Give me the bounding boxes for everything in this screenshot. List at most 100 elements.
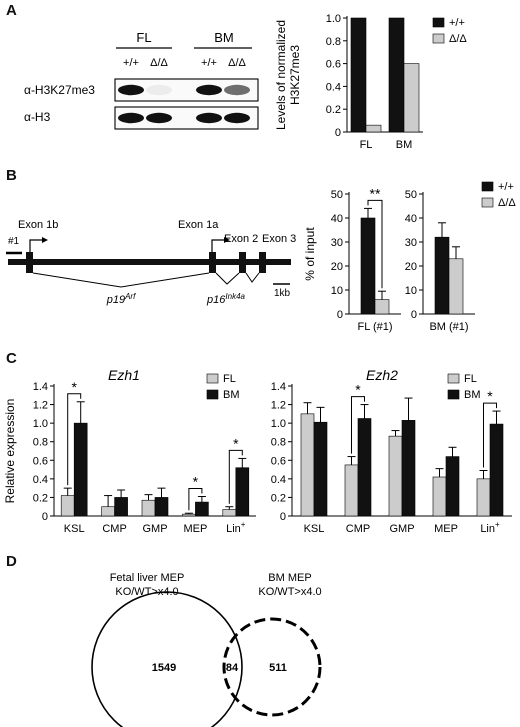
venn-overlap-count: 84	[226, 662, 239, 674]
chart-b2-xtick-label: BM (#1)	[429, 321, 468, 333]
exon-1b-block	[26, 252, 33, 273]
chart-c2-legend-swatch-fl	[447, 373, 460, 384]
chart-b1-sig-label-fl-1: **	[370, 185, 381, 201]
locus-line	[8, 259, 291, 265]
chart-b2-ytick-label: 50	[405, 189, 417, 201]
chart-b2-bar-x-bm-1	[434, 236, 450, 315]
chart-c1-bar-fl-gmp	[141, 499, 156, 517]
blot-lane-3: +/+	[201, 57, 217, 69]
blot-band-row1-lane1	[118, 84, 144, 96]
exon-2-block	[239, 252, 246, 273]
blot-band-row2-lane4	[224, 112, 250, 124]
chart-a-bar-x-bm	[388, 17, 405, 133]
chart-c2-bar-bm-ksl	[313, 421, 328, 517]
chart-b1-ylabel: % of input	[303, 227, 317, 281]
exon-1b-tss-arrow	[29, 239, 42, 252]
chart-h3k27me3-levels: 0 0.2 0.4 0.6 0.8 1.0 FL BM Levels of normalized…	[274, 13, 467, 151]
p16ink4a-splice-2	[245, 272, 260, 283]
chart-c2-ytick-label: 1.0	[271, 418, 286, 430]
chart-c2-bar-fl-mep	[432, 476, 447, 517]
chart-chip-fl: 0 10 20 30 40 50 FL (#1) % of input **	[303, 185, 401, 333]
chart-b2-legend-swatch-x	[481, 197, 494, 208]
chart-c2-legend-label-fl: FL	[464, 373, 477, 385]
chart-a-xtick-label: BM	[396, 139, 413, 151]
exon-3-label: Exon 3	[262, 233, 296, 245]
exon-1a-label: Exon 1a	[178, 219, 219, 231]
chart-a-bar-x-fl	[350, 17, 367, 133]
chart-c1-xtick-label: CMP	[102, 523, 126, 535]
chart-a-legend-swatch-x	[432, 33, 445, 44]
blot-group-bm: BM	[214, 30, 234, 45]
chart-c1-legend-label-bm: BM	[223, 389, 240, 401]
chart-c1-bar-fl-lin	[222, 509, 237, 517]
western-blot: FL BM +/+ Δ/Δ +/+ Δ/Δ α-H3K27me3 α-H3	[24, 30, 259, 130]
chart-b1-ytick-label: 50	[331, 189, 343, 201]
chart-c1-ytick-label: 0.8	[33, 437, 48, 449]
exon-1a-tss-arrow	[211, 239, 224, 252]
chart-b2-legend-swatch-x	[481, 181, 494, 192]
chart-a-bar-x-bm	[403, 63, 420, 133]
chart-b2-ytick-label: 20	[405, 261, 417, 273]
chart-c1-xtick-label: GMP	[142, 523, 167, 535]
chart-b2-ytick-label: 10	[405, 285, 417, 297]
chart-c2-title: Ezh2	[366, 367, 398, 383]
chart-c1-bar-fl-mep	[182, 513, 196, 517]
chart-c2-bar-fl-cmp	[344, 464, 359, 517]
blot-band-row2-lane2	[146, 112, 172, 124]
chart-c1-xtick-label: MEP	[183, 523, 207, 535]
chart-a-ytick-label: 0.8	[326, 36, 341, 48]
chart-a-ylabel: Levels of normalizedH3K27me3	[274, 20, 302, 130]
chart-c2-xtick-label: MEP	[434, 523, 458, 535]
chart-b1-ytick-label: 30	[331, 237, 343, 249]
chart-a-legend-label-x: +/+	[449, 17, 465, 29]
chart-c1-bar-bm-mep	[195, 501, 209, 517]
chart-c2-bar-fl-lin	[476, 478, 491, 517]
gene-locus-diagram: #1 Exon 1b Exon 1a Exon 2 Exon 3 p19Arf …	[6, 219, 296, 306]
chart-c2-sig-bracket-cmp	[351, 396, 365, 454]
panel-label-d: D	[6, 553, 17, 570]
chart-b2-legend-label-x: Δ/Δ	[498, 197, 516, 209]
chart-c1-sig-bracket-ksl	[67, 393, 82, 486]
exon-1a-tss-arrowhead	[224, 237, 230, 243]
scale-bar-label: 1kb	[274, 288, 291, 299]
venn-set1-title-line1: Fetal liver MEP	[110, 572, 185, 584]
chart-c1-bar-bm-gmp	[154, 497, 169, 517]
chart-c1-bar-fl-ksl	[60, 495, 75, 517]
blot-band-row2-lane3	[196, 112, 222, 124]
chart-c1-sig-label-ksl: *	[71, 379, 77, 395]
blot-row-label-h3: α-H3	[24, 110, 51, 124]
venn-set2-title-line2: KO/WT>x4.0	[258, 586, 321, 598]
panel-label-b: B	[6, 167, 17, 184]
chart-c2-ytick-label: 0	[280, 511, 286, 523]
blot-lane-4: Δ/Δ	[228, 57, 246, 69]
chart-c2-legend-swatch-bm	[447, 389, 460, 400]
chart-c2-ytick-label: 0.2	[271, 492, 286, 504]
chart-a-ytick-label: 1.0	[326, 13, 341, 25]
region-label: #1	[8, 236, 20, 247]
chart-c1-xtick-label: Lin+	[226, 520, 246, 535]
chart-c1-ytick-label: 0	[42, 511, 48, 523]
chart-ezh2-expression: 0 0.2 0.4 0.6 0.8 1.0 1.2 1.4 KSL CMP GMP MEP Lin+ Ez…	[271, 367, 512, 535]
chart-c2-legend-label-bm: BM	[464, 389, 481, 401]
chart-c1-sig-label-lin: *	[233, 435, 239, 451]
venn-set1-title-line2: KO/WT>x4.0	[115, 586, 178, 598]
chart-b1-ytick-label: 0	[337, 309, 343, 321]
exon-1a-block	[209, 252, 216, 273]
chart-c2-sig-label-lin: *	[487, 388, 493, 404]
exon-1b-label: Exon 1b	[18, 219, 58, 231]
chart-c1-sig-bracket-lin	[228, 449, 243, 504]
chart-b2-ytick-label: 40	[405, 213, 417, 225]
chart-c2-ytick-label: 1.2	[271, 400, 286, 412]
p19arf-splice-line	[32, 272, 210, 288]
chart-c1-bar-bm-cmp	[114, 497, 128, 517]
chart-c2-bar-fl-ksl	[300, 413, 315, 517]
chart-c1-legend-swatch-fl	[206, 373, 219, 384]
chart-a-legend-label-x: Δ/Δ	[449, 33, 467, 45]
blot-band-row1-lane2	[146, 84, 172, 96]
blot-bands	[118, 84, 250, 124]
chart-chip-bm: 0 10 20 30 40 50 BM (#1) +/+ Δ/Δ	[405, 181, 517, 333]
venn-diagram: Fetal liver MEP KO/WT>x4.0 BM MEP KO/WT>…	[91, 572, 322, 727]
venn-set2-count: 511	[269, 662, 287, 674]
venn-set1-count: 1549	[152, 662, 176, 674]
blot-strip-h3k27me3	[114, 78, 259, 102]
